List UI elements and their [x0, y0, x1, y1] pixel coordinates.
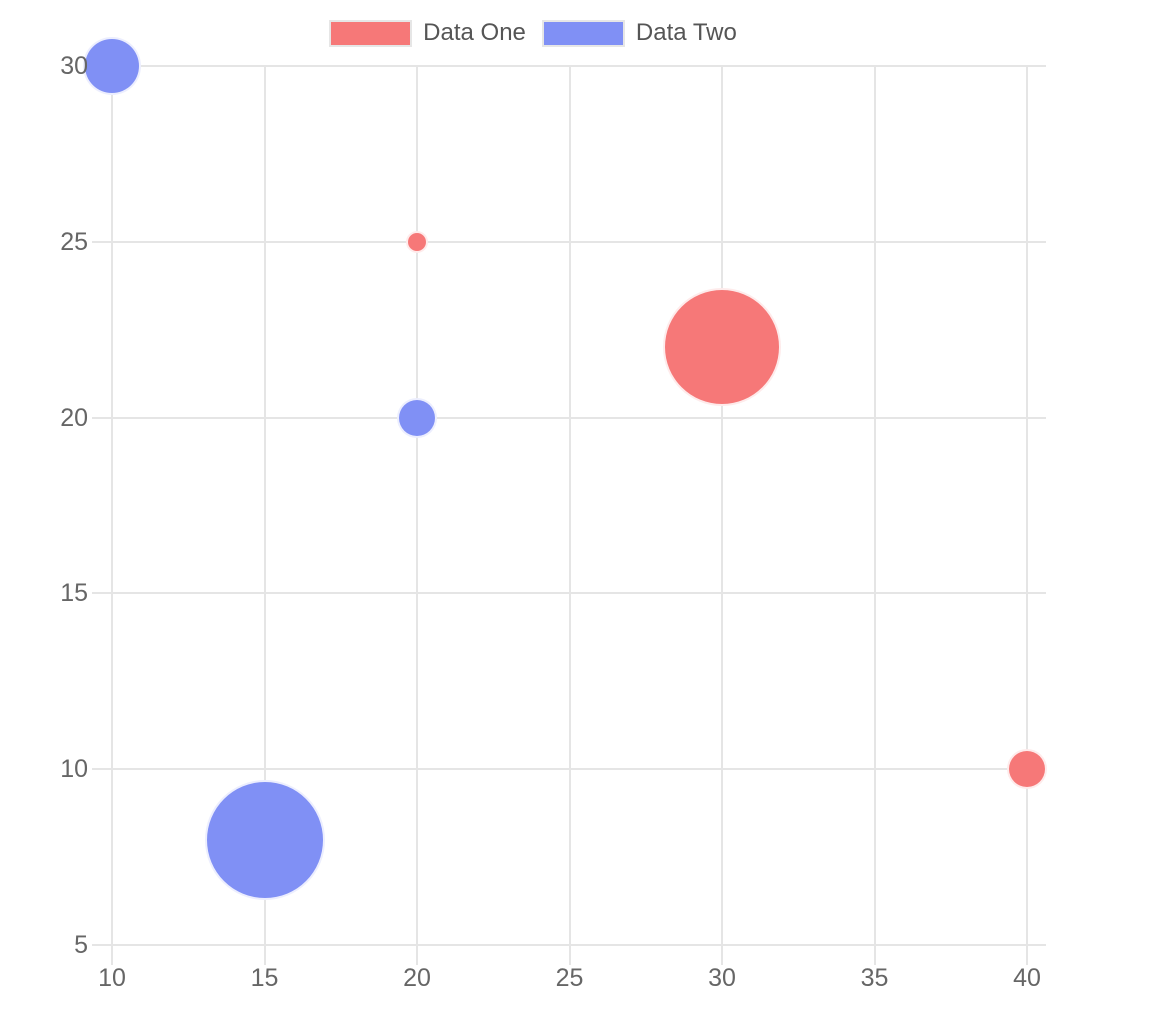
- y-tick-label: 15: [60, 579, 88, 608]
- bubble-data-one[interactable]: [406, 230, 428, 253]
- bubble-data-two[interactable]: [204, 779, 325, 900]
- x-gridline: [568, 66, 571, 965]
- y-tick-label: 25: [60, 227, 88, 256]
- legend-item-data-two[interactable]: Data Two: [541, 19, 737, 47]
- x-tick-label: 25: [555, 964, 584, 992]
- y-gridline: [92, 416, 1046, 419]
- x-tick-label: 15: [250, 964, 279, 992]
- y-tick-label: 20: [60, 403, 88, 432]
- legend-label-data-two: Data Two: [635, 19, 737, 46]
- legend-swatch-data-one: [329, 19, 413, 47]
- legend-swatch-data-two: [541, 19, 625, 47]
- y-gridline: [92, 768, 1046, 771]
- plot-area: [83, 37, 1047, 965]
- y-tick-label: 30: [60, 52, 88, 80]
- x-tick-label: 35: [860, 964, 889, 992]
- x-tick-label: 20: [403, 964, 431, 992]
- y-gridline: [92, 944, 1046, 946]
- y-gridline: [92, 65, 1046, 67]
- x-gridline: [263, 66, 266, 965]
- x-tick-label: 30: [708, 964, 736, 992]
- bubble-data-one[interactable]: [663, 288, 781, 407]
- bubble-data-two[interactable]: [83, 37, 141, 95]
- x-gridline: [416, 66, 418, 965]
- legend-item-data-one[interactable]: Data One: [329, 19, 526, 47]
- x-gridline: [111, 66, 113, 965]
- chart-legend: Data One Data Two: [0, 19, 1066, 47]
- y-tick-label: 5: [74, 931, 88, 959]
- x-gridline: [721, 66, 723, 965]
- y-tick-label: 10: [60, 755, 88, 784]
- y-gridline: [92, 592, 1046, 595]
- legend-label-data-one: Data One: [423, 19, 526, 46]
- x-tick-label: 40: [1013, 964, 1041, 992]
- bubble-data-two[interactable]: [397, 397, 437, 438]
- x-gridline: [1026, 66, 1028, 965]
- x-gridline: [873, 66, 876, 965]
- bubble-data-one[interactable]: [1007, 749, 1047, 790]
- x-tick-label: 10: [98, 964, 126, 992]
- y-gridline: [92, 240, 1046, 243]
